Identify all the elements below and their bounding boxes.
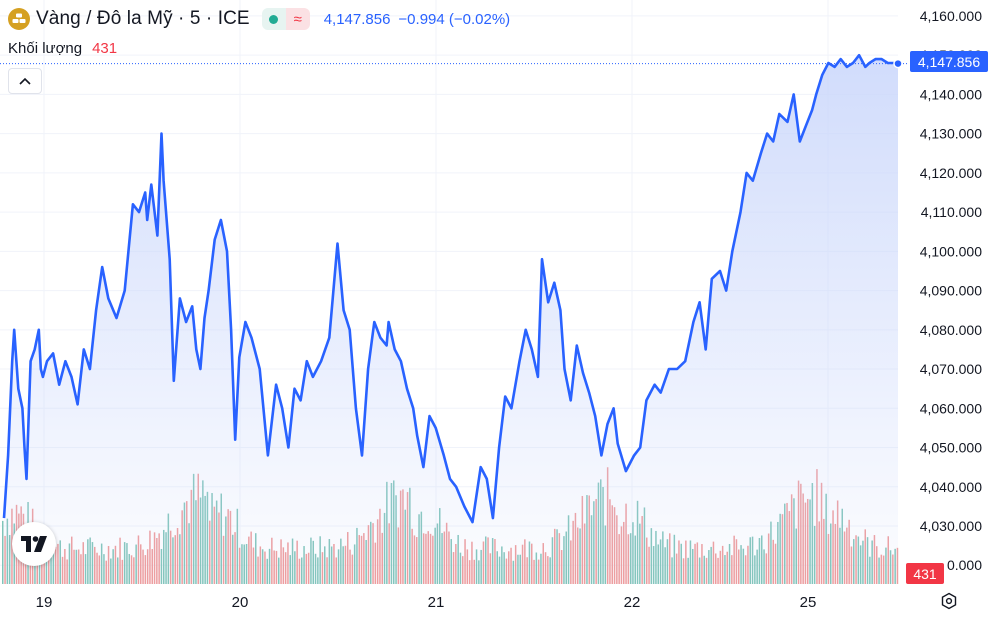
price-area-fill xyxy=(4,55,898,584)
y-tick-label: 4,160.000 xyxy=(920,8,982,24)
volume-legend[interactable]: Khối lượng 431 xyxy=(8,40,117,57)
last-price-point xyxy=(893,58,903,69)
y-tick-label: 4,050.000 xyxy=(920,440,982,456)
last-volume-axis-tag: 431 xyxy=(906,563,944,584)
last-price-axis-tag: 4,147.856 xyxy=(910,51,988,72)
y-tick-label: 4,040.000 xyxy=(920,479,982,495)
volume-label: Khối lượng xyxy=(8,40,83,57)
x-tick-label: 21 xyxy=(428,594,445,611)
volume-value: 431 xyxy=(92,40,118,57)
market-open-dot-icon xyxy=(261,8,286,30)
y-tick-label: 0.000 xyxy=(947,557,982,573)
chevron-up-icon xyxy=(19,77,31,85)
x-tick-label: 20 xyxy=(232,594,249,611)
symbol-title[interactable]: Vàng / Đô la Mỹ · 5 · ICE xyxy=(36,8,250,29)
x-tick-label: 19 xyxy=(36,594,53,611)
volume-bar xyxy=(2,520,4,584)
y-tick-label: 4,030.000 xyxy=(920,518,982,534)
price-line xyxy=(2,53,899,524)
y-tick-label: 4,100.000 xyxy=(920,243,982,259)
status-pill[interactable]: ≈ xyxy=(261,8,310,30)
collapse-legend-button[interactable] xyxy=(8,68,42,94)
chart-header: Vàng / Đô la Mỹ · 5 · ICE ≈ 4,147.856 −0… xyxy=(8,6,510,32)
x-tick-label: 22 xyxy=(624,594,641,611)
settings-gear-icon[interactable] xyxy=(938,590,960,612)
x-tick-label: 25 xyxy=(800,594,817,611)
approx-icon: ≈ xyxy=(285,8,310,30)
y-axis: 4,160.0004,150.0004,140.0004,130.0004,12… xyxy=(920,8,983,573)
last-price-value: 4,147.856 xyxy=(323,10,391,28)
gold-bars-icon xyxy=(8,8,30,30)
y-tick-label: 4,110.000 xyxy=(921,204,982,220)
y-tick-label: 4,080.000 xyxy=(920,322,982,338)
y-tick-label: 4,130.000 xyxy=(920,126,982,142)
y-tick-label: 4,060.000 xyxy=(920,400,982,416)
y-tick-label: 4,090.000 xyxy=(920,283,982,299)
tradingview-logo-icon[interactable] xyxy=(12,522,56,566)
y-tick-label: 4,140.000 xyxy=(920,86,982,102)
x-axis: 19 20 21 22 25 xyxy=(36,594,817,611)
price-change: −0.994 (−0.02%) xyxy=(398,10,511,28)
y-tick-label: 4,120.000 xyxy=(920,165,982,181)
y-tick-label: 4,070.000 xyxy=(920,361,982,377)
